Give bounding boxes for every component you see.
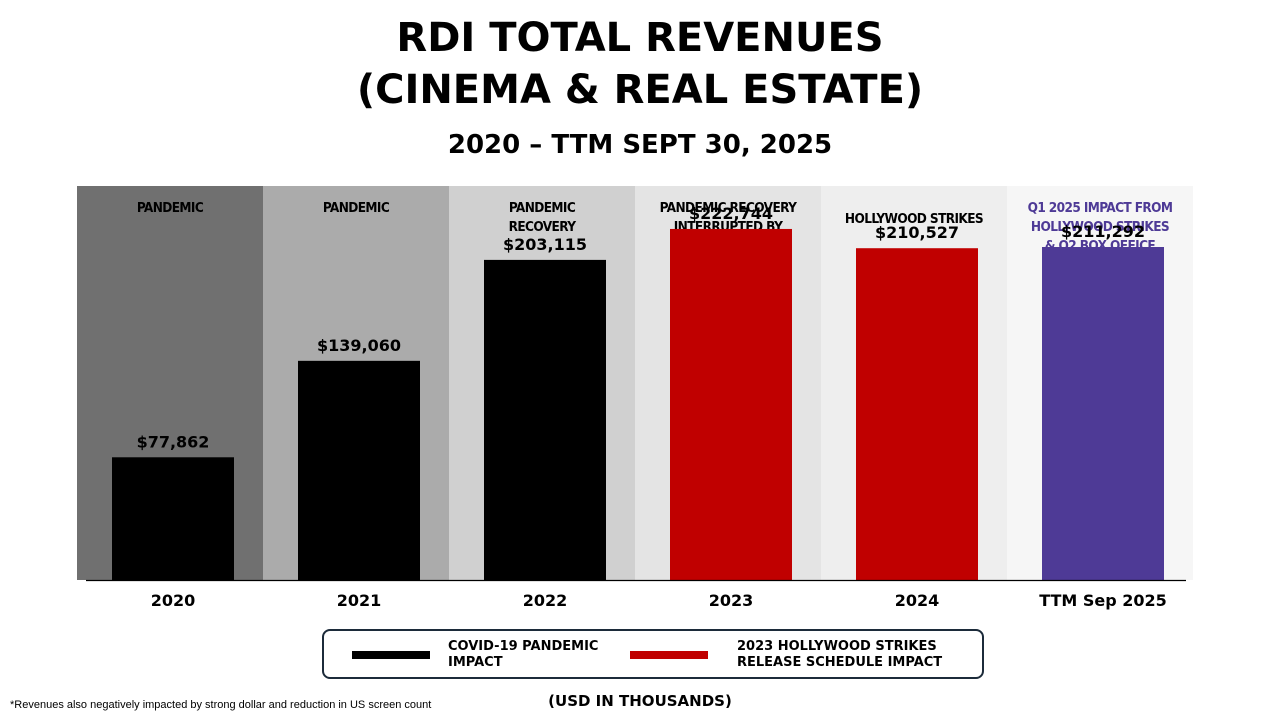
band-label-5-line-0: Q1 2025 IMPACT FROM: [1028, 200, 1173, 216]
bar-ttm-sep-2025: [1042, 247, 1164, 580]
data-label-5: $211,292: [1061, 222, 1145, 241]
data-label-0: $77,862: [137, 432, 210, 451]
band-label-2-line-0: PANDEMIC: [509, 200, 576, 216]
data-label-3: $222,744: [689, 204, 773, 223]
legend-label-pandemic-line1: COVID-19 PANDEMIC: [448, 639, 599, 654]
bar-2022: [484, 259, 606, 580]
x-tick-label-5: TTM Sep 2025: [1039, 591, 1167, 610]
band-label-3-line-0: PANDEMIC RECOVERY: [660, 200, 798, 216]
x-tick-label-0: 2020: [151, 591, 196, 610]
legend-label-pandemic-line2: IMPACT: [448, 655, 503, 670]
legend: COVID-19 PANDEMIC IMPACT 2023 HOLLYWOOD …: [322, 629, 984, 679]
legend-swatch-strikes: [630, 651, 708, 659]
band-label-0-line-0: PANDEMIC: [137, 200, 204, 216]
band-label-5-line-1: HOLLYWOOD STRIKES: [1031, 219, 1169, 235]
data-label-4: $210,527: [875, 223, 959, 242]
x-tick-label-3: 2023: [709, 591, 754, 610]
x-tick-label-2: 2022: [523, 591, 568, 610]
band-label-2-line-1: RECOVERY: [509, 219, 577, 235]
chart-title-line-1: RDI TOTAL REVENUES: [396, 15, 884, 61]
bar-chart: PANDEMIC PANDEMIC PANDEMIC RECOVERY PANDEMIC…: [77, 186, 1186, 610]
data-label-1: $139,060: [317, 336, 401, 355]
legend-label-strikes-line1: 2023 HOLLYWOOD STRIKES: [737, 639, 937, 654]
units-label: (USD IN THOUSANDS): [548, 692, 732, 710]
data-label-2: $203,115: [503, 235, 587, 254]
bar-2023: [670, 228, 792, 581]
legend-label-strikes: 2023 HOLLYWOOD STRIKES RELEASE SCHEDULE …: [737, 639, 942, 671]
chart-subtitle: 2020 – TTM SEPT 30, 2025: [447, 130, 833, 160]
legend-label-pandemic: COVID-19 PANDEMIC IMPACT: [448, 639, 598, 671]
x-tick-label-1: 2021: [337, 591, 382, 610]
bar-2024: [856, 248, 978, 580]
bar-2020: [112, 457, 234, 580]
chart-title-line-2: (CINEMA & REAL ESTATE): [356, 67, 924, 113]
legend-swatch-pandemic: [352, 651, 430, 659]
bar-2021: [298, 360, 420, 580]
x-tick-label-4: 2024: [895, 591, 940, 610]
legend-label-strikes-line2: RELEASE SCHEDULE IMPACT: [737, 655, 943, 670]
band-label-1-line-0: PANDEMIC: [323, 200, 390, 216]
footnote: *Revenues also negatively impacted by st…: [10, 699, 432, 711]
band-label-4-line-0: HOLLYWOOD STRIKES: [845, 211, 983, 227]
